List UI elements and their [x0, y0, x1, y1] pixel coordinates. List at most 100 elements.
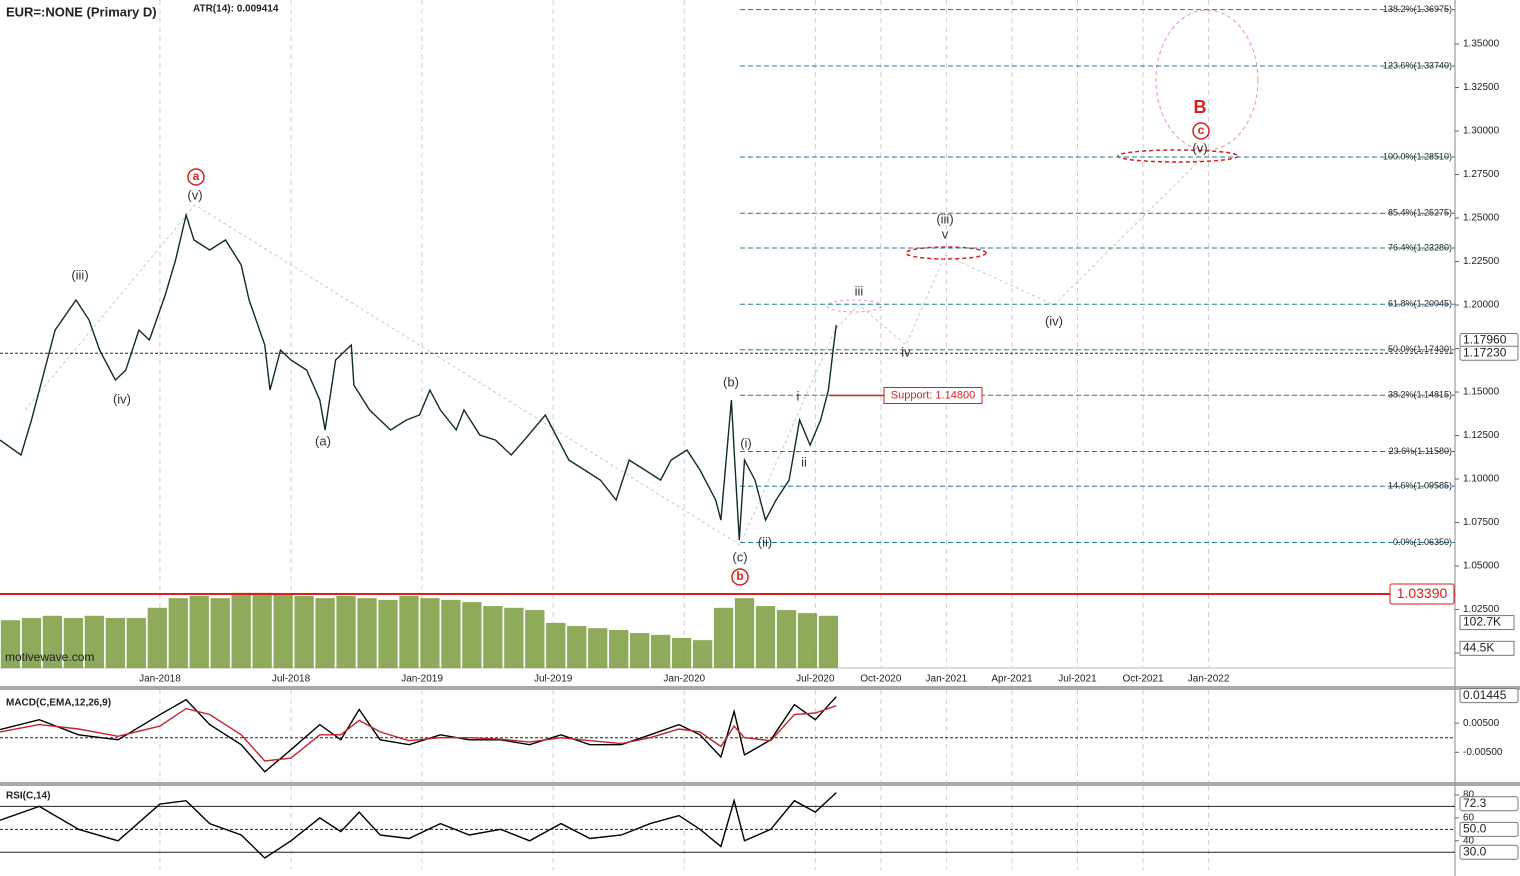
wave-label: iv [901, 344, 911, 359]
y-tick-label: 1.07500 [1463, 517, 1500, 528]
wave-label: B [1194, 97, 1207, 117]
x-tick-label: Jul-2018 [272, 674, 311, 685]
fib-label: 14.6%(1.09585) [1388, 481, 1452, 491]
volume-bar [671, 637, 692, 668]
x-tick-label: Jul-2019 [534, 674, 573, 685]
wave-label: (v) [1192, 140, 1207, 155]
fib-label: 138.2%(1.36975) [1383, 4, 1452, 14]
y-tick-label: 1.35000 [1463, 39, 1500, 50]
watermark: motivewave.com [5, 650, 94, 664]
volume-bar [42, 615, 63, 668]
volume-bar [399, 595, 419, 668]
volume-bar [105, 618, 125, 668]
x-tick-label: Oct-2021 [1122, 674, 1164, 685]
support-box [883, 387, 983, 405]
target-zone [1155, 9, 1259, 151]
y-tick-label: 80 [1463, 790, 1475, 801]
y-tick-label: 60 [1463, 812, 1475, 823]
wave-label: b [736, 569, 743, 583]
y-tick-label: 1.27500 [1463, 169, 1500, 180]
price-line [0, 212, 837, 541]
wave-label: (v) [187, 187, 202, 202]
price-marker-label: 1.17230 [1463, 345, 1507, 359]
y-tick-label: 1.20000 [1463, 300, 1500, 311]
price-marker-label: 1.03390 [1397, 585, 1448, 601]
volume-bar [651, 634, 671, 668]
indicator-line [0, 792, 837, 859]
volume-bar [63, 618, 84, 668]
volume-bar [797, 613, 818, 668]
wave-label: (iv) [113, 391, 131, 406]
volume-bar [776, 610, 797, 668]
x-tick-label: Jul-2020 [796, 674, 835, 685]
wave-circle [731, 568, 749, 586]
volume-bar [357, 598, 377, 668]
volume-bar [588, 628, 608, 668]
y-tick-label: 1.22500 [1463, 256, 1500, 267]
x-tick-label: Oct-2020 [860, 674, 902, 685]
volume-bar [378, 599, 398, 668]
wave-label: (c) [732, 549, 747, 564]
wave-label: (i) [740, 435, 752, 450]
x-tick-label: Apr-2021 [991, 674, 1033, 685]
y-tick-label: 1.30000 [1463, 126, 1500, 137]
indicator-line [0, 705, 837, 762]
price-marker-box [1459, 688, 1519, 704]
wave-label: (iv) [1045, 313, 1063, 328]
volume-marker-box [1459, 640, 1515, 656]
wave-label: (a) [315, 433, 331, 448]
volume-bar [126, 618, 146, 668]
wave-label: iii [855, 283, 864, 298]
wave-label: ii [801, 454, 807, 469]
price-marker-box [1459, 796, 1519, 812]
fib-label: 61.8%(1.20045) [1388, 299, 1452, 309]
panel-divider [0, 686, 1520, 690]
y-tick-label: 1.02500 [1463, 604, 1500, 615]
fib-label: 85.4%(1.25275) [1388, 208, 1452, 218]
volume-bar [755, 606, 776, 668]
volume-bar [692, 640, 713, 668]
x-tick-label: Jan-2019 [401, 674, 443, 685]
atr-label: ATR(14): 0.009414 [193, 4, 279, 15]
volume-marker-label: 44.5K [1463, 640, 1494, 654]
wave-label: (iii) [71, 267, 88, 282]
volume-bar [147, 607, 167, 668]
y-tick-label: 1.10000 [1463, 474, 1500, 485]
x-tick-label: Jan-2021 [926, 674, 968, 685]
y-tick-label: 1.32500 [1463, 82, 1500, 93]
volume-bar [252, 592, 272, 668]
volume-marker-label: 102.7K [1463, 615, 1501, 629]
volume-bar [630, 633, 650, 668]
target-zone [826, 299, 882, 313]
price-marker-box [1459, 821, 1519, 837]
volume-bar [567, 625, 587, 668]
price-marker-label: 0.01445 [1463, 688, 1507, 702]
volume-bar [734, 598, 755, 668]
volume-bar [441, 599, 461, 668]
wave-circle [187, 168, 205, 186]
volume-bar [483, 606, 503, 668]
fib-label: 50.0%(1.17430) [1388, 344, 1452, 354]
fib-label: 76.4%(1.23280) [1388, 242, 1452, 252]
panel-divider [0, 782, 1520, 786]
target-zone [1117, 149, 1239, 163]
volume-bar [462, 602, 482, 668]
x-tick-label: Jan-2020 [663, 674, 705, 685]
wave-label: i [797, 388, 800, 403]
volume-bar [336, 595, 356, 668]
y-tick-label: 1.25000 [1463, 213, 1500, 224]
fib-label: 0.0%(1.06350) [1393, 537, 1452, 547]
price-marker-label: 72.3 [1463, 796, 1487, 810]
volume-bar [231, 592, 251, 668]
price-marker-box [1459, 844, 1519, 860]
y-tick-label: 1.05000 [1463, 561, 1500, 572]
fib-label: 23.6%(1.11580) [1389, 446, 1452, 456]
wave-path [24, 159, 1201, 546]
price-marker-box [1459, 345, 1519, 361]
fib-label: 123.6%(1.33740) [1383, 60, 1452, 70]
x-tick-label: Jan-2022 [1188, 674, 1230, 685]
volume-bar [546, 622, 566, 668]
volume-bar [84, 615, 105, 668]
volume-bar [713, 607, 734, 668]
